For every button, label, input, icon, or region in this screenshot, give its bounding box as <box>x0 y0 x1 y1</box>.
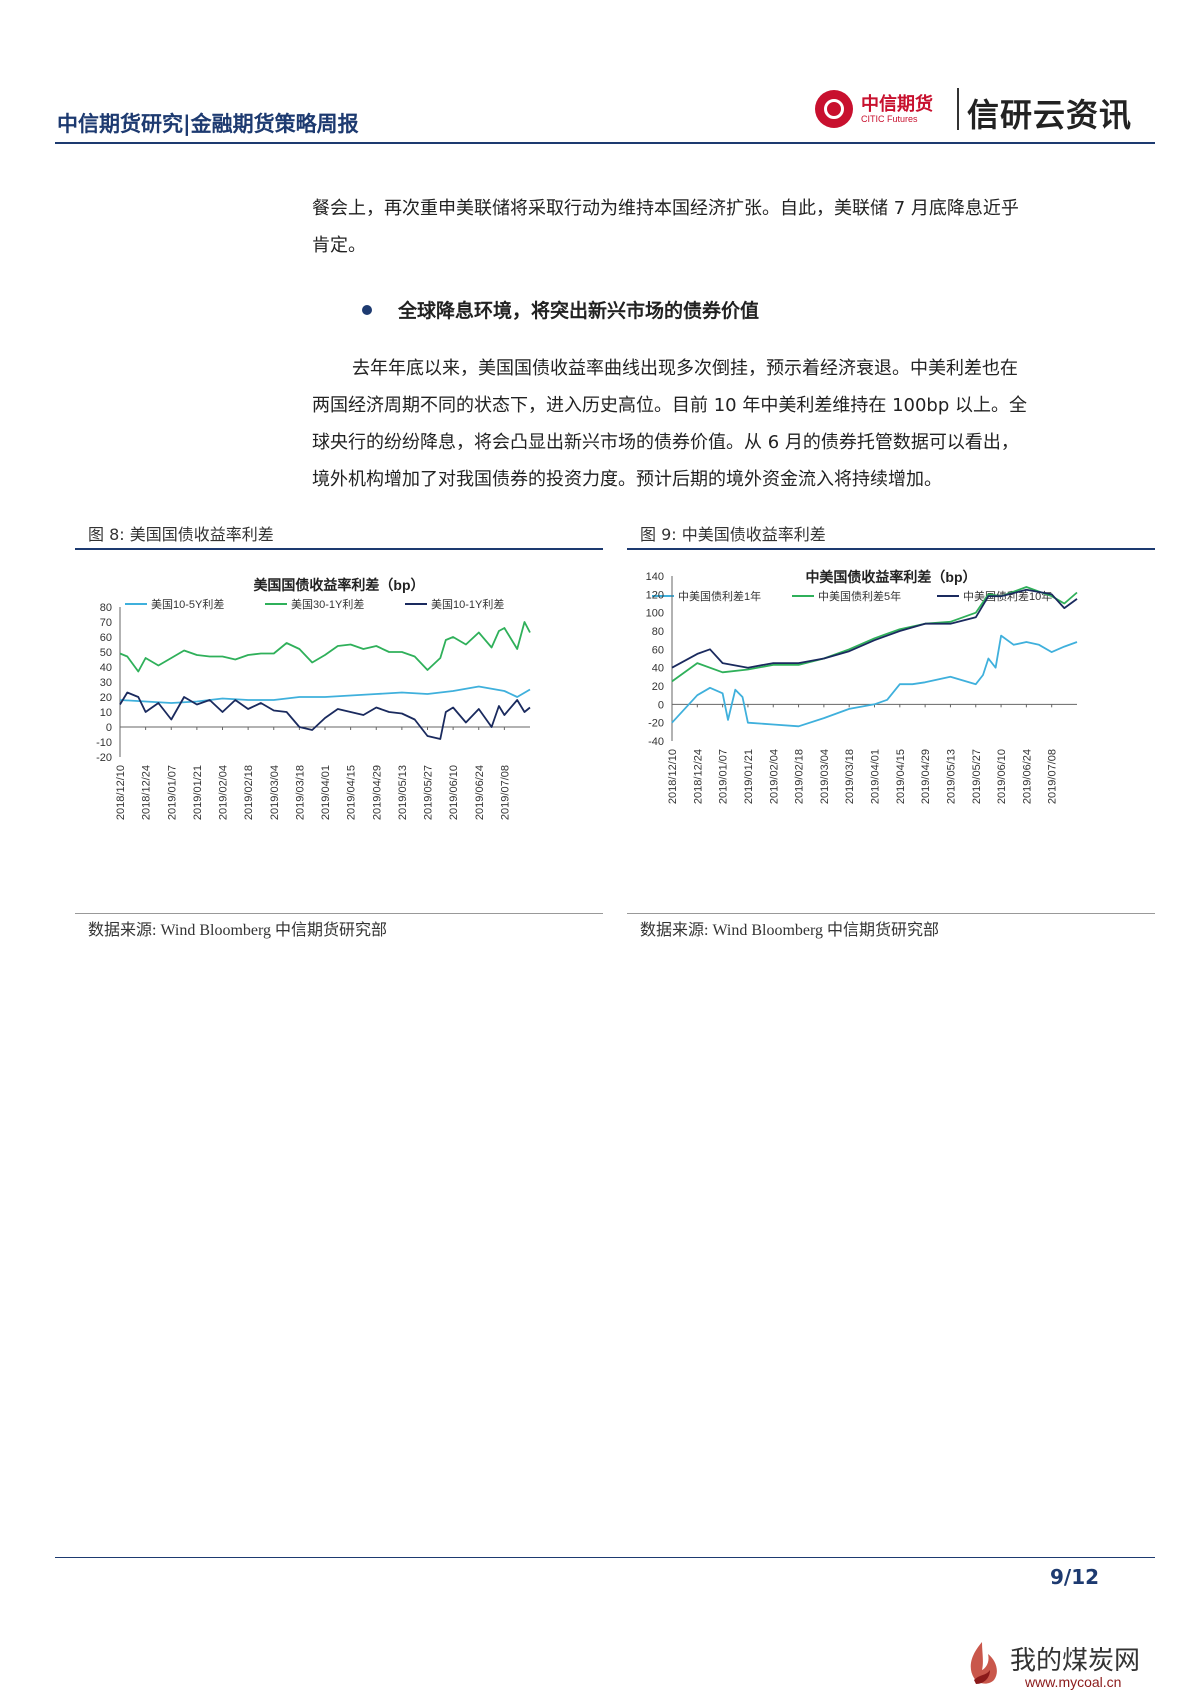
x-tick-label: 2019/03/18 <box>844 749 856 804</box>
legend-label: 美国10-1Y利差 <box>431 597 504 611</box>
series-line <box>671 586 1078 683</box>
legend-label: 中美国债利差5年 <box>818 589 901 603</box>
y-tick-label: 60 <box>100 632 112 644</box>
y-tick-label: 30 <box>100 677 112 689</box>
watermark-text: 我的煤炭网 <box>1010 1646 1141 1676</box>
series-line <box>671 634 1078 728</box>
y-tick-label: 60 <box>652 644 664 656</box>
x-tick-label: 2019/04/15 <box>346 765 358 820</box>
legend-label: 中美国债利差1年 <box>678 589 761 603</box>
company-logo: 中信期货 CITIC Futures 信研云资讯 <box>815 88 1155 134</box>
x-tick-label: 2019/05/27 <box>423 765 435 820</box>
x-tick-label: 2019/02/04 <box>218 765 230 820</box>
x-tick-label: 2019/03/04 <box>819 749 831 804</box>
page-number: 9/12 <box>1050 1565 1100 1589</box>
section-heading: 全球降息环境，将突出新兴市场的债券价值 <box>398 300 760 322</box>
x-tick-label: 2019/03/04 <box>269 765 281 820</box>
x-tick-label: 2019/02/04 <box>768 749 780 804</box>
y-tick-label: 20 <box>652 681 664 693</box>
x-tick-label: 2019/01/21 <box>192 765 204 820</box>
x-tick-label: 2019/04/15 <box>895 749 907 804</box>
y-tick-label: 0 <box>658 699 664 711</box>
x-tick-label: 2019/06/24 <box>1021 749 1033 804</box>
x-tick-label: 2019/04/29 <box>920 749 932 804</box>
figure-9-bottom-rule <box>627 913 1155 914</box>
x-tick-label: 2019/05/13 <box>397 765 409 820</box>
citic-emblem-icon <box>815 90 853 128</box>
y-tick-label: 80 <box>652 626 664 638</box>
report-title: 中信期货研究|金融期货策略周报 <box>57 112 359 136</box>
paragraph-1-line-1: 餐会上，再次重申美联储将采取行动为维持本国经济扩张。自此，美联储 7 月底降息近… <box>312 198 1019 219</box>
x-tick-label: 2019/02/18 <box>243 765 255 820</box>
x-tick-label: 2019/06/10 <box>448 765 460 820</box>
footer-rule <box>55 1557 1155 1558</box>
legend-label: 美国10-5Y利差 <box>151 597 224 611</box>
paragraph-2-line-4: 境外机构增加了对我国债券的投资力度。预计后期的境外资金流入将持续增加。 <box>312 469 942 490</box>
x-tick-label: 2019/05/13 <box>945 749 957 804</box>
figure-8-source: 数据来源: Wind Bloomberg 中信期货研究部 <box>88 922 388 939</box>
y-tick-label: -40 <box>648 736 664 748</box>
y-tick-label: 50 <box>100 647 112 659</box>
x-tick-label: 2019/04/29 <box>371 765 383 820</box>
paragraph-2-line-1: 去年年底以来，美国国债收益率曲线出现多次倒挂，预示着经济衰退。中美利差也在 <box>352 358 1018 379</box>
x-tick-label: 2019/06/24 <box>474 765 486 820</box>
y-tick-label: 100 <box>646 608 664 620</box>
x-tick-label: 2019/02/18 <box>794 749 806 804</box>
figure-9-chart: 中美国债收益率利差（bp）中美国债利差1年 中美国债利差5年 中美国债利差10年14… <box>646 569 1078 804</box>
figure-9-caption: 图 9: 中美国债收益率利差 <box>640 525 826 544</box>
y-tick-label: 40 <box>100 662 112 674</box>
x-tick-label: 2018/12/24 <box>692 749 704 804</box>
x-tick-label: 2018/12/10 <box>115 765 127 820</box>
y-tick-label: 20 <box>100 692 112 704</box>
figure-9-source: 数据来源: Wind Bloomberg 中信期货研究部 <box>640 922 940 939</box>
chart-title: 中美国债收益率利差（bp） <box>805 569 976 585</box>
x-tick-label: 2019/05/27 <box>971 749 983 804</box>
bullet-icon <box>362 305 372 315</box>
x-tick-label: 2019/03/18 <box>294 765 306 820</box>
logo-cn-text: 中信期货 <box>861 94 933 115</box>
series-line <box>119 621 531 673</box>
y-tick-label: 120 <box>646 589 664 601</box>
series-line <box>671 588 1078 669</box>
y-tick-label: -20 <box>96 752 112 764</box>
paragraph-1-line-2: 肯定。 <box>312 235 366 256</box>
legend-label: 美国30-1Y利差 <box>291 597 364 611</box>
x-tick-label: 2018/12/10 <box>667 749 679 804</box>
x-tick-label: 2019/07/08 <box>1047 749 1059 804</box>
series-line <box>119 691 531 740</box>
y-tick-label: 70 <box>100 617 112 629</box>
x-tick-label: 2019/01/07 <box>718 749 730 804</box>
figure-8-top-rule <box>75 548 603 550</box>
y-tick-label: 40 <box>652 663 664 675</box>
y-tick-label: -10 <box>96 737 112 749</box>
y-tick-label: 140 <box>646 571 664 583</box>
logo-divider <box>957 88 959 130</box>
x-tick-label: 2019/01/07 <box>166 765 178 820</box>
figure-9-top-rule <box>627 548 1155 550</box>
y-tick-label: 80 <box>100 602 112 614</box>
paragraph-2-line-2: 两国经济周期不同的状态下，进入历史高位。目前 10 年中美利差维持在 100bp… <box>312 395 1027 416</box>
watermark-url: www.mycoal.cn <box>1025 1674 1122 1690</box>
x-tick-label: 2019/04/01 <box>870 749 882 804</box>
y-tick-label: 10 <box>100 707 112 719</box>
x-tick-label: 2018/12/24 <box>141 765 153 820</box>
y-tick-label: 0 <box>106 722 112 734</box>
paragraph-2-line-3: 球央行的纷纷降息，将会凸显出新兴市场的债券价值。从 6 月的债券托管数据可以看出… <box>312 432 1019 453</box>
figure-8-caption: 图 8: 美国国债收益率利差 <box>88 525 274 544</box>
logo-en-text: CITIC Futures <box>861 114 918 124</box>
figure-8-chart: 美国国债收益率利差（bp） 美国10-5Y利差 美国30-1Y利差 美国10-1Y利差… <box>96 577 531 820</box>
coal-flame-icon <box>970 1642 997 1684</box>
y-tick-label: -20 <box>648 718 664 730</box>
brand-name: 信研云资讯 <box>967 96 1133 134</box>
figure-8-bottom-rule <box>75 913 603 914</box>
x-tick-label: 2019/07/08 <box>499 765 511 820</box>
x-tick-label: 2019/06/10 <box>996 749 1008 804</box>
x-tick-label: 2019/01/21 <box>743 749 755 804</box>
x-tick-label: 2019/04/01 <box>320 765 332 820</box>
chart-title: 美国国债收益率利差（bp） <box>253 577 424 593</box>
header-rule <box>55 142 1155 144</box>
